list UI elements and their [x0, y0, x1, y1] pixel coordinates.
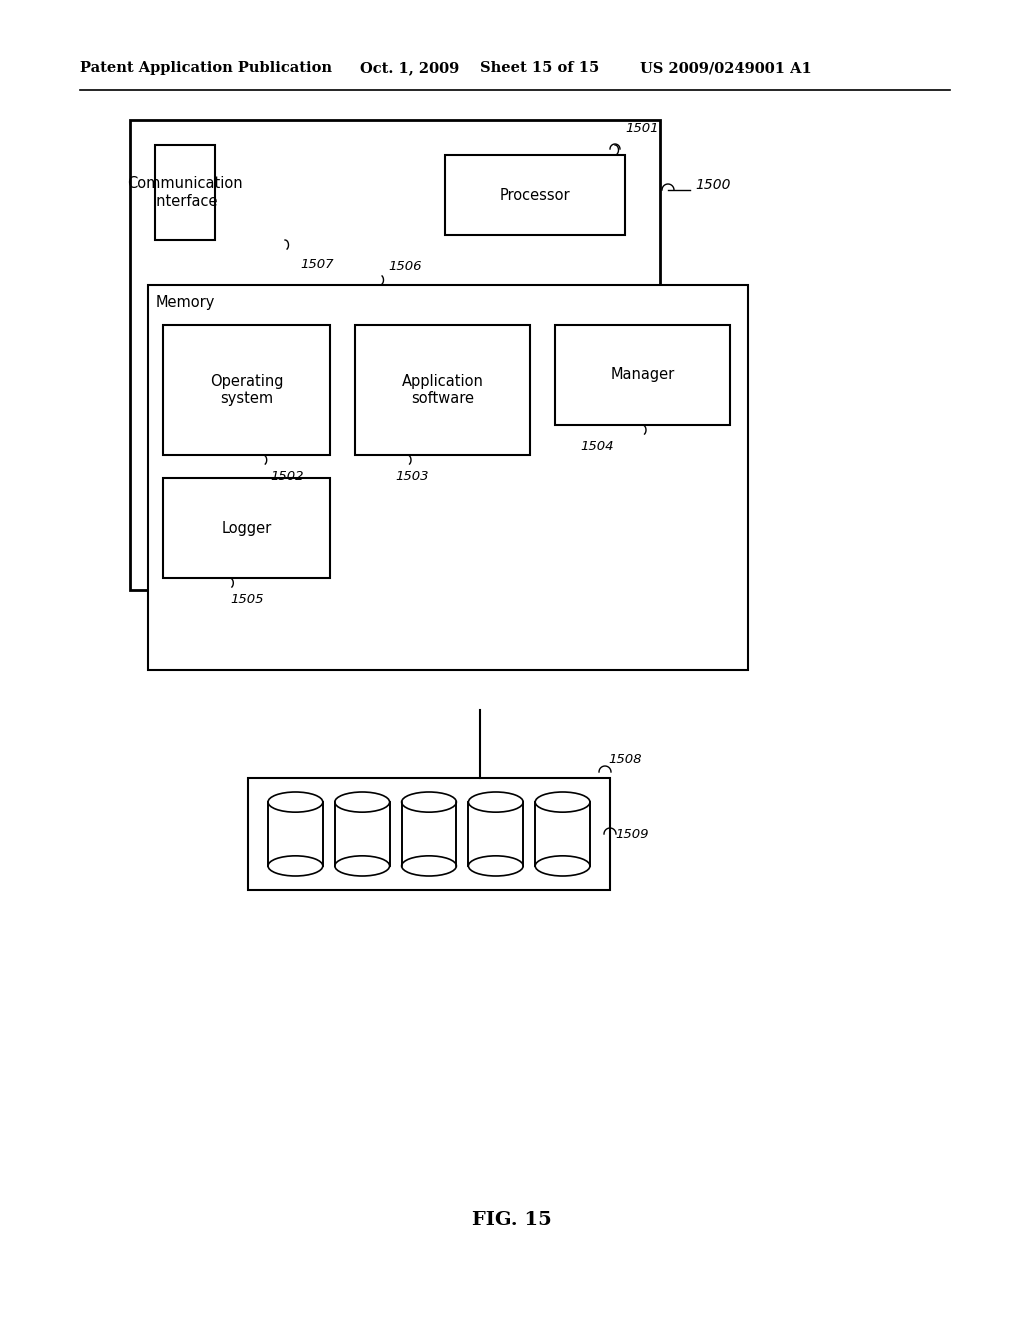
Bar [248, 777, 610, 890]
Text: Logger: Logger [221, 520, 271, 536]
Bar [336, 803, 388, 866]
Bar [469, 803, 522, 866]
Text: 1502: 1502 [270, 470, 303, 483]
Text: Oct. 1, 2009: Oct. 1, 2009 [360, 61, 459, 75]
Bar [268, 803, 323, 866]
Ellipse shape [536, 792, 590, 812]
Text: Processor: Processor [500, 187, 570, 202]
Text: Memory: Memory [156, 296, 215, 310]
Bar [555, 325, 730, 425]
Bar [445, 154, 625, 235]
Bar [148, 285, 748, 671]
Text: Patent Application Publication: Patent Application Publication [80, 61, 332, 75]
Text: Manager: Manager [610, 367, 675, 383]
Text: 1505: 1505 [230, 593, 263, 606]
Bar [536, 803, 590, 866]
Ellipse shape [335, 855, 389, 876]
Bar [335, 803, 389, 866]
Text: Operating
system: Operating system [210, 374, 284, 407]
Ellipse shape [468, 855, 523, 876]
Text: FIG. 15: FIG. 15 [472, 1210, 552, 1229]
Ellipse shape [268, 855, 323, 876]
Text: 1503: 1503 [395, 470, 428, 483]
Bar [401, 803, 457, 866]
Text: US 2009/0249001 A1: US 2009/0249001 A1 [640, 61, 812, 75]
Bar [163, 325, 330, 455]
Ellipse shape [468, 792, 523, 812]
Text: 1507: 1507 [300, 257, 334, 271]
Text: 1501: 1501 [625, 121, 658, 135]
Bar [155, 145, 215, 240]
Text: 1504: 1504 [580, 440, 613, 453]
Bar [355, 325, 530, 455]
Text: Communication
interface: Communication interface [127, 177, 243, 209]
Ellipse shape [401, 855, 457, 876]
Text: 1500: 1500 [695, 178, 730, 191]
Bar [402, 803, 456, 866]
Text: Sheet 15 of 15: Sheet 15 of 15 [480, 61, 599, 75]
Bar [269, 803, 322, 866]
Text: 1506: 1506 [388, 260, 422, 273]
Ellipse shape [536, 855, 590, 876]
Text: 1508: 1508 [608, 752, 641, 766]
Ellipse shape [401, 792, 457, 812]
Bar [163, 478, 330, 578]
Text: Application
software: Application software [401, 374, 483, 407]
Text: 1509: 1509 [615, 828, 648, 841]
Bar [537, 803, 589, 866]
Ellipse shape [268, 792, 323, 812]
Bar [130, 120, 660, 590]
Ellipse shape [335, 792, 389, 812]
Bar [468, 803, 523, 866]
